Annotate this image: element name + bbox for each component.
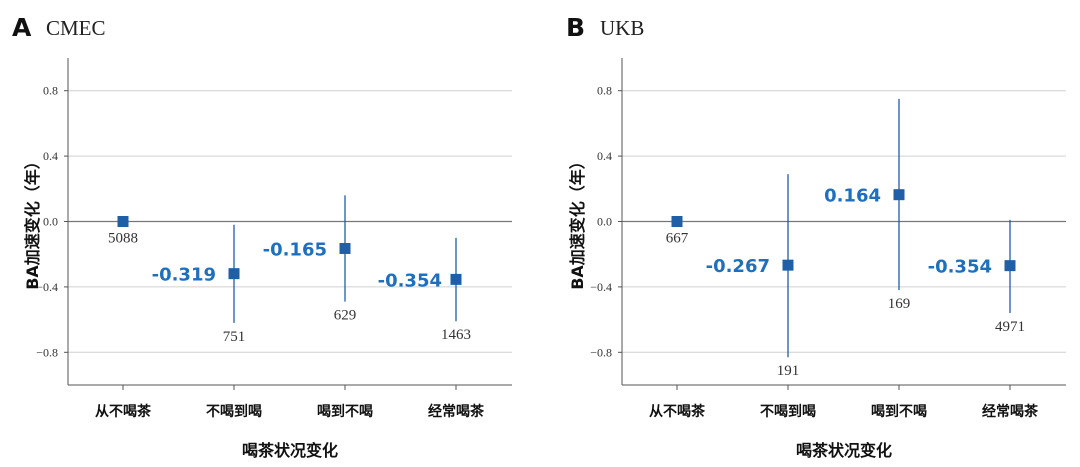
y-tick-label: −0.8 xyxy=(36,345,58,359)
sample-size-label: 191 xyxy=(777,363,800,379)
panel-title: CMEC xyxy=(46,16,106,40)
y-tick-label: 0.4 xyxy=(43,149,58,163)
sample-size-label: 629 xyxy=(334,308,357,324)
x-category-label: 喝到不喝 xyxy=(871,404,927,420)
point-marker xyxy=(893,189,905,201)
sample-size-label: 667 xyxy=(666,231,689,247)
sample-size-label: 5088 xyxy=(108,231,138,247)
sample-size-label: 169 xyxy=(888,296,911,312)
y-tick-label: 0.8 xyxy=(597,84,612,98)
point-marker xyxy=(117,216,129,227)
y-tick-label: 0.0 xyxy=(43,215,58,229)
sample-size-label: 4971 xyxy=(995,319,1025,335)
x-category-label: 不喝到喝 xyxy=(206,404,262,420)
panel-letter: B xyxy=(566,13,585,42)
y-tick-label: 0.4 xyxy=(597,149,612,163)
estimate-label: -0.165 xyxy=(263,239,327,260)
y-axis-title: BA加速变化（年） xyxy=(23,153,42,290)
y-tick-label: 0.8 xyxy=(43,84,58,98)
point-marker xyxy=(782,259,794,271)
point-marker xyxy=(450,273,462,285)
estimate-label: 0.164 xyxy=(824,186,881,207)
estimate-label: -0.267 xyxy=(706,256,770,277)
y-tick-label: 0.0 xyxy=(597,215,612,229)
panel-title: UKB xyxy=(600,16,644,40)
x-category-label: 从不喝茶 xyxy=(95,403,152,420)
y-axis-title: BA加速变化（年） xyxy=(568,153,587,290)
estimate-label: -0.354 xyxy=(928,257,992,278)
sample-size-label: 751 xyxy=(223,329,246,345)
x-category-label: 喝到不喝 xyxy=(317,404,373,420)
x-category-label: 经常喝茶 xyxy=(428,403,485,420)
estimate-label: -0.319 xyxy=(152,265,216,286)
point-marker xyxy=(1004,260,1016,272)
y-tick-label: −0.4 xyxy=(590,280,612,294)
point-marker xyxy=(228,268,240,280)
sample-size-label: 1463 xyxy=(441,327,471,343)
panel-letter: A xyxy=(12,13,32,42)
estimate-label: -0.354 xyxy=(378,270,442,291)
x-axis-title: 喝茶状况变化 xyxy=(242,441,338,460)
y-tick-label: −0.4 xyxy=(36,280,58,294)
x-category-label: 不喝到喝 xyxy=(760,404,816,420)
x-category-label: 经常喝茶 xyxy=(982,403,1039,420)
x-axis-title: 喝茶状况变化 xyxy=(796,441,892,460)
point-marker xyxy=(339,242,351,254)
point-marker xyxy=(671,216,683,227)
x-category-label: 从不喝茶 xyxy=(649,403,706,420)
y-tick-label: −0.8 xyxy=(590,345,612,359)
